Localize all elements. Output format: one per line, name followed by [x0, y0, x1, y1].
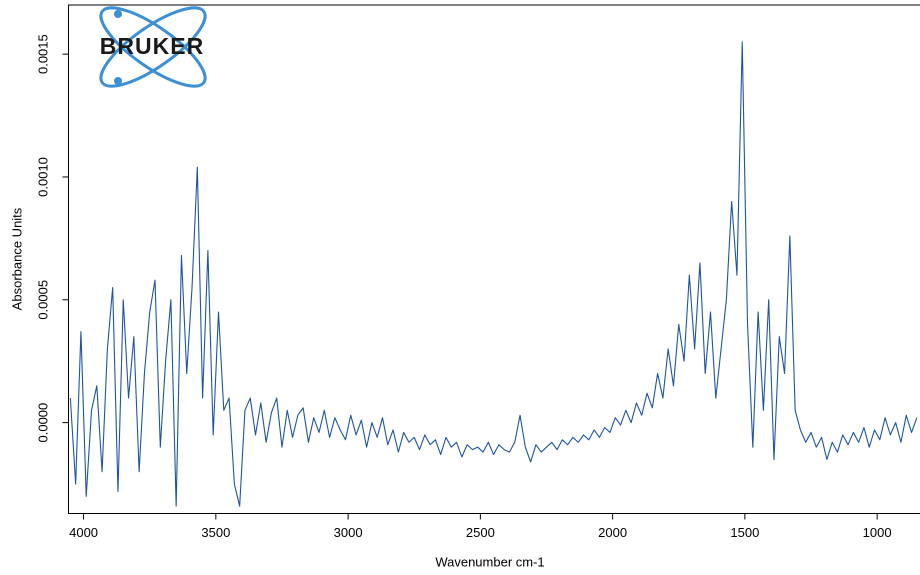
x-tick-label: 3000: [334, 525, 363, 540]
y-tick-label: 0.0010: [35, 157, 50, 197]
x-tick-label: 4000: [69, 525, 98, 540]
logo-dot: [114, 10, 122, 18]
y-tick-label: 0.0000: [35, 403, 50, 443]
y-tick-label: 0.0005: [35, 280, 50, 320]
plot-frame: [68, 4, 920, 514]
x-tick-label: 1000: [863, 525, 892, 540]
logo-text: BRUKER: [100, 33, 204, 59]
x-tick-label: 1500: [730, 525, 759, 540]
y-tick-label: 0.0015: [35, 34, 50, 74]
x-tick-label: 2500: [466, 525, 495, 540]
logo: BRUKER: [99, 6, 207, 88]
logo-orbit: [99, 6, 207, 88]
spectrum-line: [69, 41, 918, 507]
logo-orbit: [99, 6, 207, 88]
x-tick-label: 3500: [201, 525, 230, 540]
x-tick-label: 2000: [598, 525, 627, 540]
x-axis-label: Wavenumber cm-1: [435, 554, 544, 569]
logo-dot: [114, 77, 122, 85]
y-axis-label: Absorbance Units: [9, 207, 24, 310]
